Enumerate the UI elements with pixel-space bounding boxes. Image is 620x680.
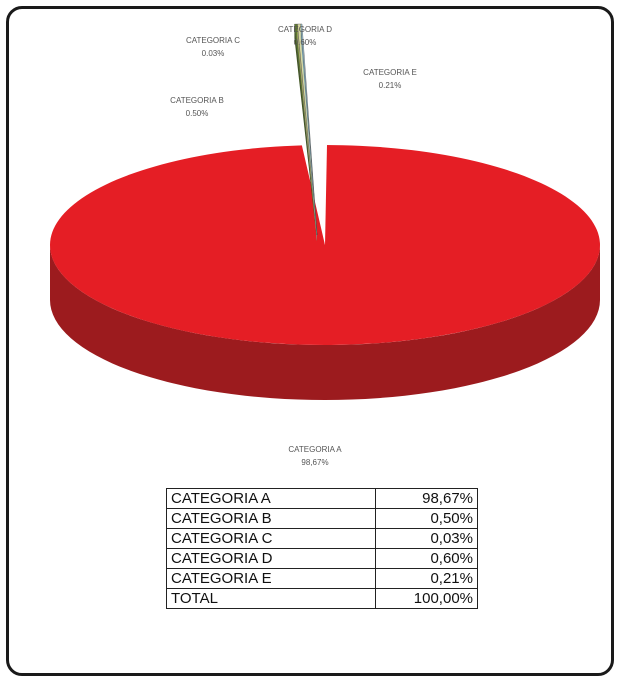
slice-categoria-e <box>300 23 318 236</box>
table-cell-percent: 0,21% <box>375 568 478 589</box>
label-categoria-d-value: 0.60% <box>294 38 317 47</box>
table-cell-category: CATEGORIA D <box>166 548 376 569</box>
label-categoria-c-name: CATEGORIA C <box>186 36 240 45</box>
pie-labels: CATEGORIA D 0.60% CATEGORIA C 0.03% CATE… <box>170 25 417 467</box>
table-row: CATEGORIA A 98,67% <box>166 488 478 509</box>
table-cell-category: CATEGORIA A <box>166 488 376 509</box>
table-cell-category: CATEGORIA C <box>166 528 376 549</box>
label-categoria-d-name: CATEGORIA D <box>278 25 332 34</box>
table-row: CATEGORIA B 0,50% <box>166 508 478 529</box>
table-cell-percent: 0,60% <box>375 548 478 569</box>
table-cell-percent: 98,67% <box>375 488 478 509</box>
label-categoria-e-name: CATEGORIA E <box>363 68 417 77</box>
label-categoria-b-value: 0.50% <box>186 109 209 118</box>
table-cell-category: CATEGORIA E <box>166 568 376 589</box>
label-categoria-a-name: CATEGORIA A <box>288 445 342 454</box>
pie-sides <box>50 245 600 400</box>
pie-tops <box>50 23 600 345</box>
slice-side-categoria-a <box>50 245 600 400</box>
table-cell-percent: 0,03% <box>375 528 478 549</box>
table-row: CATEGORIA D 0,60% <box>166 548 478 569</box>
label-categoria-a-value: 98,67% <box>301 458 328 467</box>
table-cell-percent: 0,50% <box>375 508 478 529</box>
table-row: CATEGORIA E 0,21% <box>166 568 478 589</box>
table-cell-category: TOTAL <box>166 588 376 609</box>
values-table: CATEGORIA A 98,67% CATEGORIA B 0,50% CAT… <box>166 488 478 609</box>
table-cell-category: CATEGORIA B <box>166 508 376 529</box>
label-categoria-b-name: CATEGORIA B <box>170 96 224 105</box>
table-row-total: TOTAL 100,00% <box>166 588 478 609</box>
table-row: CATEGORIA C 0,03% <box>166 528 478 549</box>
table-cell-percent: 100,00% <box>375 588 478 609</box>
label-categoria-c-value: 0.03% <box>202 49 225 58</box>
slice-gap <box>317 145 327 245</box>
label-categoria-e-value: 0.21% <box>379 81 402 90</box>
